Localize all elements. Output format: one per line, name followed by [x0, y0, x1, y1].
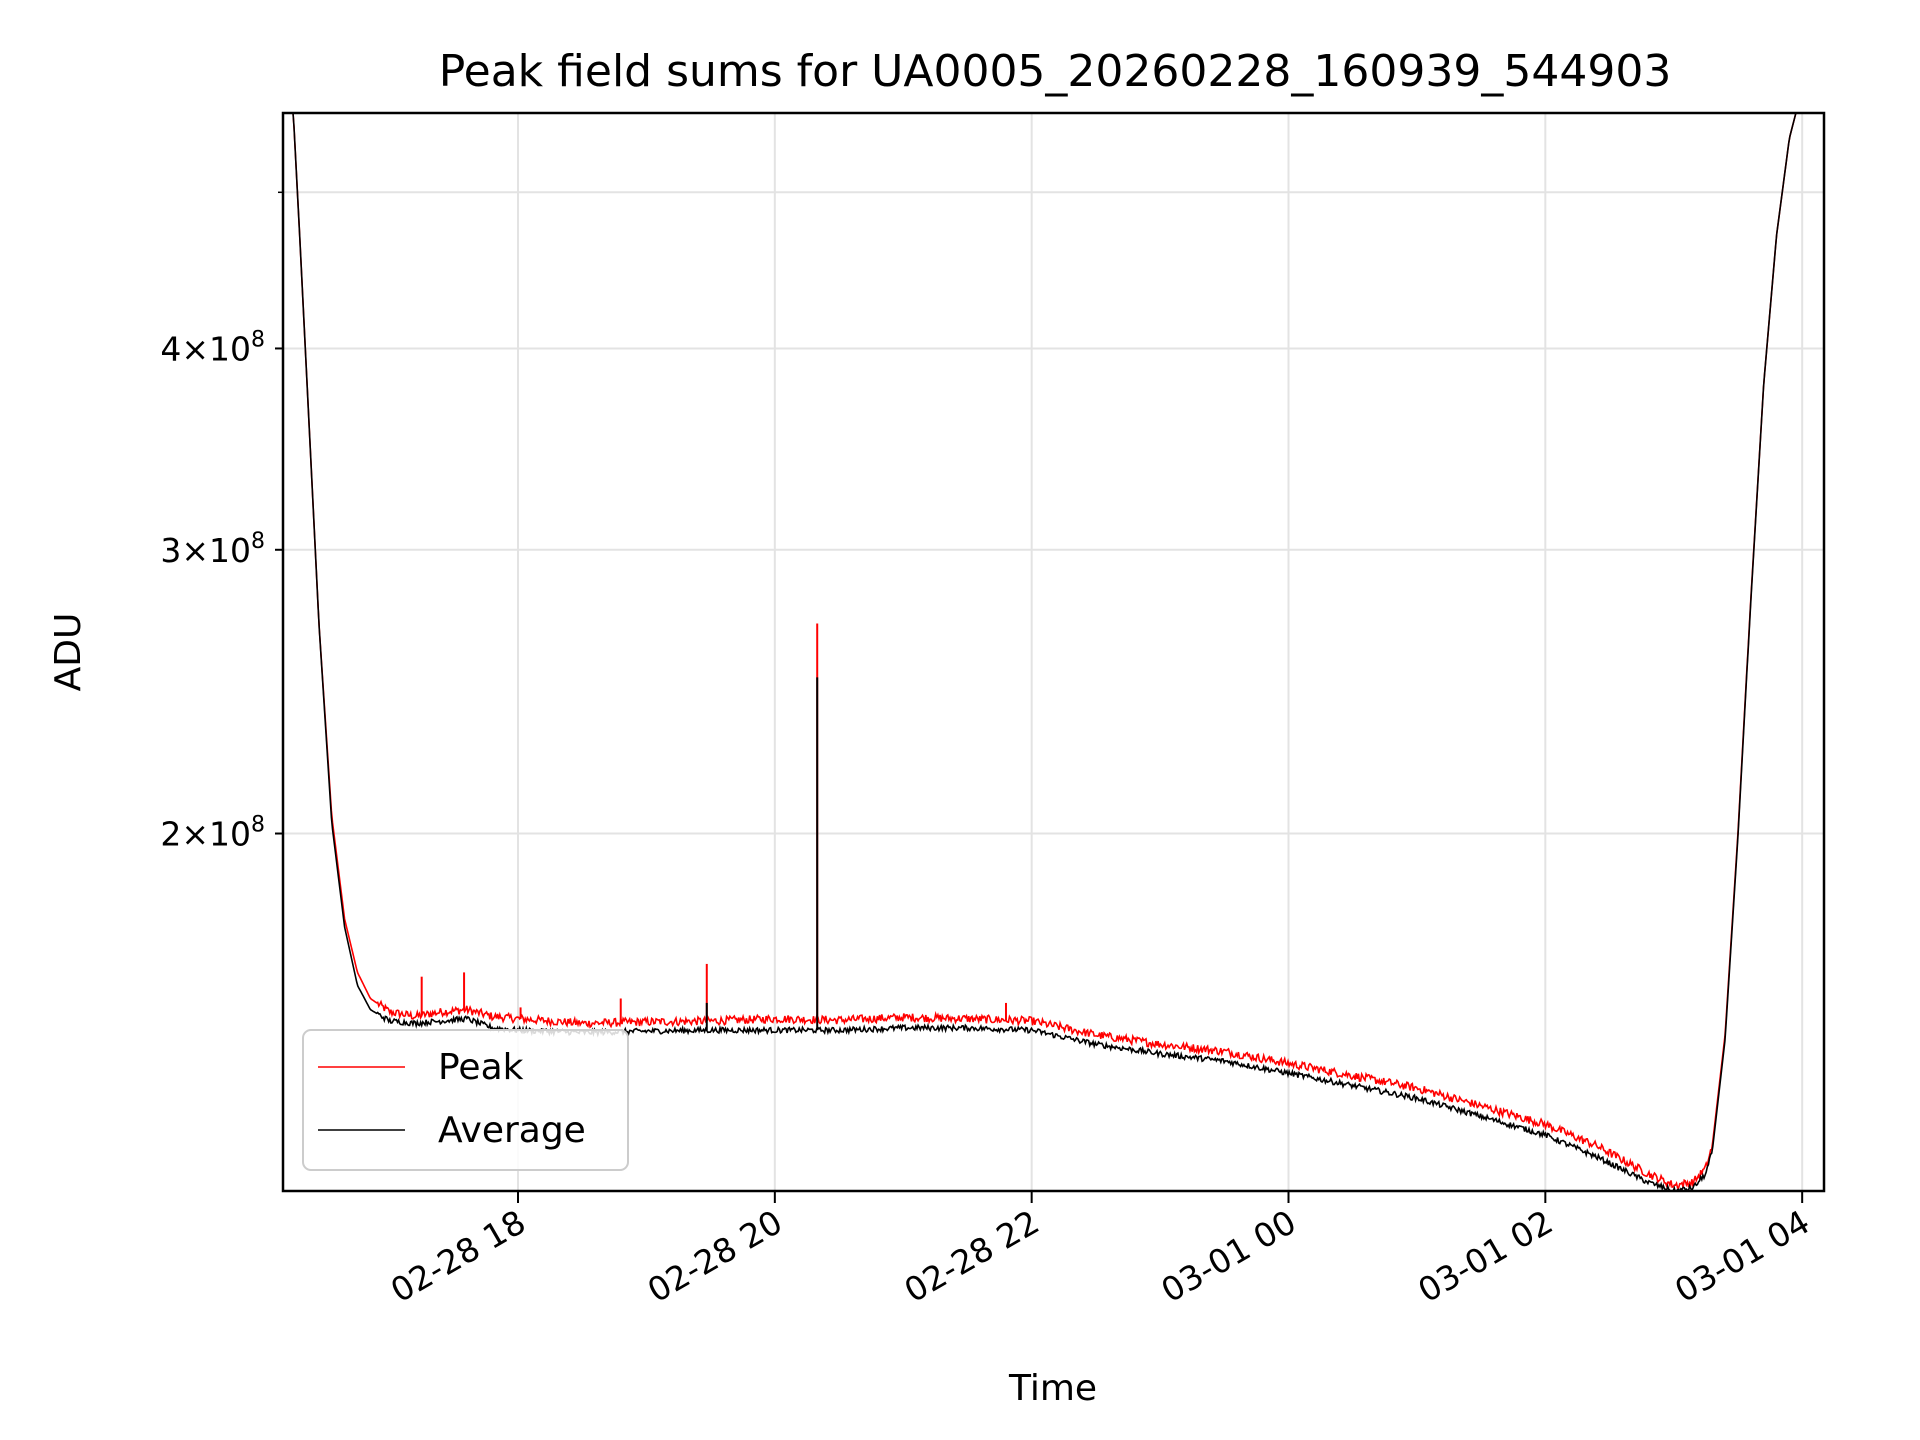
- chart-title: Peak field sums for UA0005_20260228_1609…: [439, 46, 1672, 97]
- x-tick-label: 03-01 02: [1411, 1202, 1559, 1310]
- series-layer: [292, 113, 1797, 1191]
- x-axis-label: Time: [1008, 1368, 1097, 1409]
- legend-box: [302, 1029, 629, 1171]
- y-tick-label: 3×108: [160, 529, 265, 570]
- x-tick-label: 02-28 20: [641, 1202, 789, 1310]
- legend: Peak Average: [302, 1029, 629, 1171]
- legend-label-peak: Peak: [438, 1047, 524, 1088]
- y-tick-label: 4×108: [160, 327, 265, 368]
- plot-frame: [281, 111, 1826, 1193]
- grid-layer: [283, 113, 1824, 1191]
- series-line-peak: [292, 113, 1797, 1189]
- x-tick-label: 03-01 04: [1668, 1202, 1816, 1310]
- x-tick-label: 02-28 22: [898, 1202, 1046, 1310]
- x-tick-label: 02-28 18: [384, 1202, 532, 1310]
- y-axis-label: ADU: [48, 613, 89, 692]
- x-tick-label: 03-01 00: [1155, 1202, 1303, 1310]
- legend-label-average: Average: [438, 1110, 586, 1151]
- y-tick-label: 2×108: [160, 813, 265, 854]
